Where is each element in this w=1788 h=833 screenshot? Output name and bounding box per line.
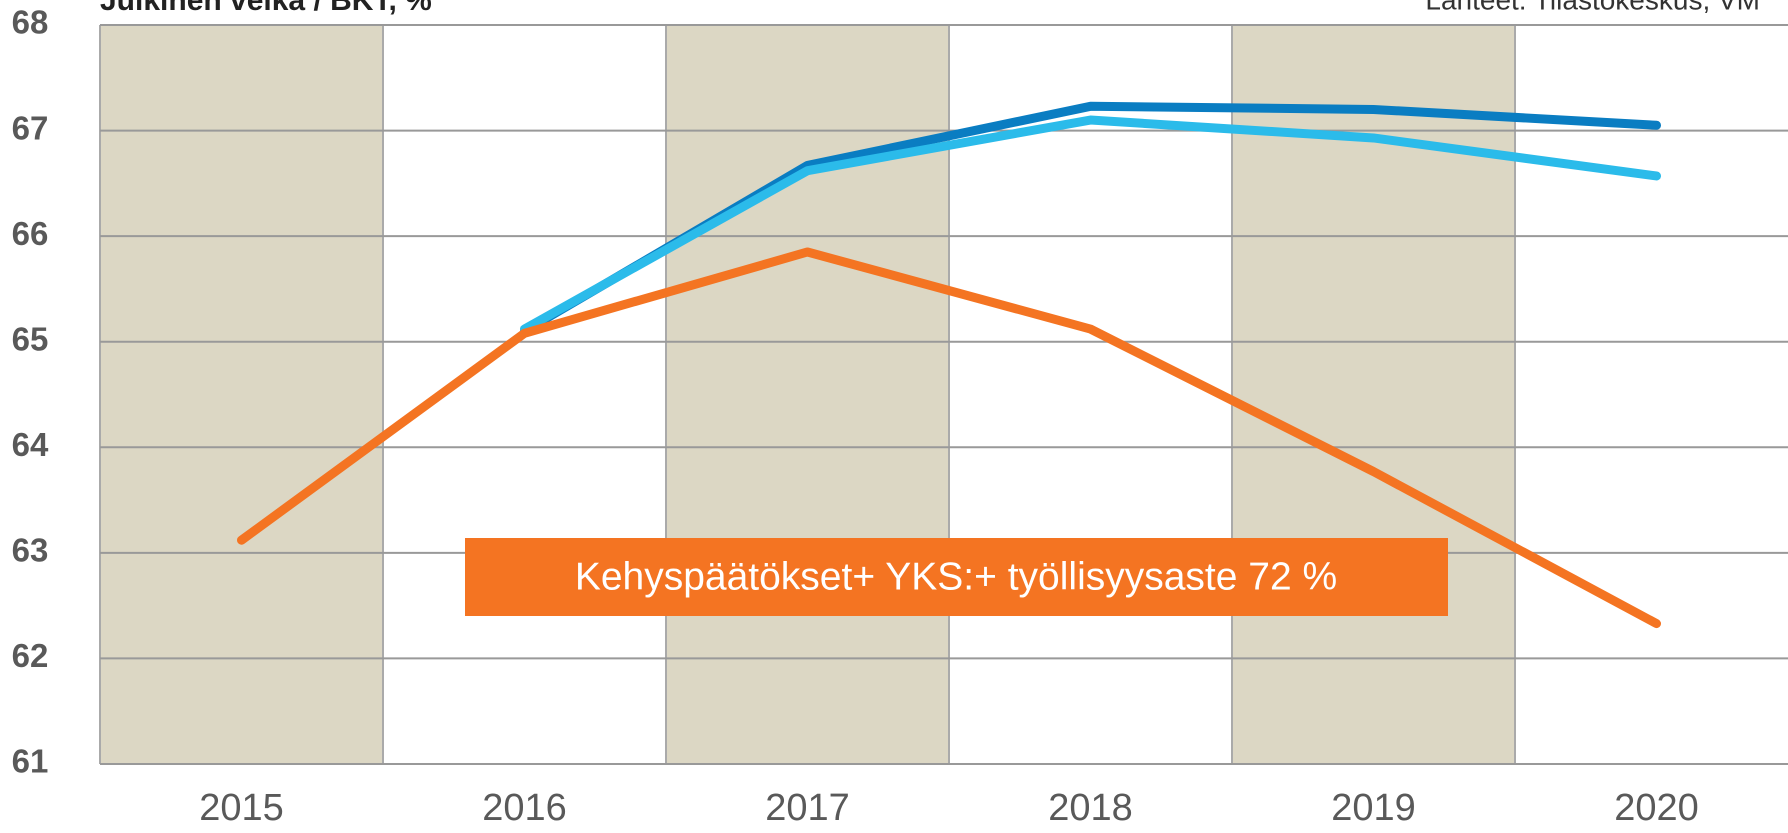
annotation-box (465, 538, 1448, 616)
x-tick-label: 2016 (482, 787, 567, 829)
x-tick-label: 2020 (1614, 787, 1699, 829)
x-tick-label: 2018 (1048, 787, 1133, 829)
y-tick-label: 62 (12, 637, 49, 674)
source: Lähteet: Tilastokeskus, VM (1425, 0, 1760, 15)
x-tick-label: 2015 (199, 787, 284, 829)
x-tick-label: 2019 (1331, 787, 1416, 829)
y-tick-label: 61 (12, 743, 49, 780)
band (100, 25, 383, 764)
line (520, 115, 1661, 334)
y-tick-label: 63 (12, 532, 49, 569)
band (666, 25, 949, 764)
annotation: Kehyspäätökset+ YKS:+ työllisyysaste 72 … (575, 555, 1337, 598)
y-tick-label: 68 (12, 4, 49, 41)
y-tick-label: 66 (12, 215, 49, 252)
chart-title: Julkinen velka / BKT, % (100, 0, 432, 17)
x-tick-label: 2017 (765, 787, 850, 829)
y-tick-label: 67 (12, 109, 49, 146)
y-tick-label: 65 (12, 320, 49, 357)
line (237, 247, 1661, 629)
y-tick-label: 64 (12, 426, 49, 463)
